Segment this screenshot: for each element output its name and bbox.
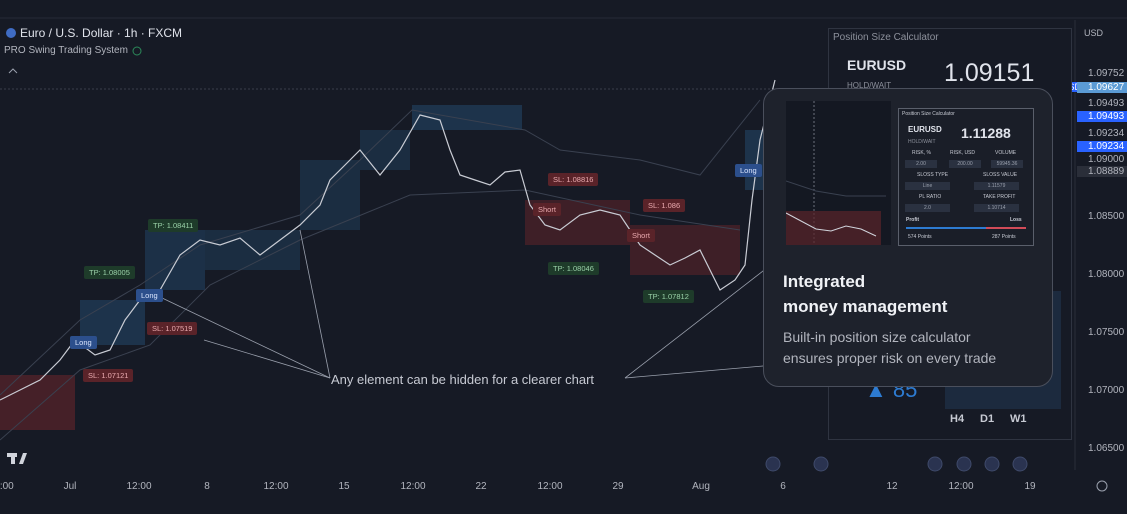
timeframe[interactable]: D1 bbox=[980, 413, 995, 425]
mini-value[interactable]: 200.00 bbox=[949, 160, 981, 168]
time-label: 2:00 bbox=[0, 481, 14, 492]
mini-symbol: EURUSD bbox=[908, 125, 942, 134]
callout-chart-thumb bbox=[786, 101, 891, 245]
callout-title: money management bbox=[783, 297, 948, 316]
price-label: 1.09493 bbox=[1088, 98, 1125, 109]
price-label: 1.07000 bbox=[1088, 385, 1125, 396]
price-label: 1.09234 bbox=[1077, 141, 1127, 152]
time-label: 19 bbox=[1024, 481, 1036, 492]
time-label: 22 bbox=[475, 481, 487, 492]
symbol-title: Euro / U.S. Dollar · 1h · FXCM bbox=[20, 26, 183, 40]
time-label: 15 bbox=[338, 481, 350, 492]
callout-body: Built-in position size calculator bbox=[783, 329, 971, 345]
mini-value[interactable]: 2.0 bbox=[905, 204, 950, 212]
calculator-symbol: EURUSD bbox=[847, 57, 907, 73]
signal-tag: SL: 1.07121 bbox=[83, 369, 134, 382]
price-label: 1.09493 bbox=[1077, 111, 1127, 122]
mini-profit: Profit bbox=[906, 217, 920, 223]
price-label: 1.09000 bbox=[1088, 154, 1125, 165]
timeframe[interactable]: W1 bbox=[1010, 413, 1027, 425]
time-label: 12:00 bbox=[948, 481, 974, 492]
mini-points: 287 Points bbox=[992, 234, 1016, 240]
calculator-status: HOLD/WAIT bbox=[847, 81, 892, 90]
time-label: 12:00 bbox=[400, 481, 426, 492]
time-label: 12 bbox=[886, 481, 898, 492]
price-label: 1.09234 bbox=[1088, 128, 1125, 139]
signal-tag: SL: 1.08816 bbox=[548, 173, 599, 186]
mini-header: SLOSS TYPE bbox=[917, 172, 949, 178]
price-label: 1.09752 bbox=[1088, 68, 1125, 79]
calculator-price: 1.09151 bbox=[944, 59, 1035, 87]
signal-tag: SL: 1.086 bbox=[643, 199, 686, 212]
mini-value[interactable]: 2.00 bbox=[905, 160, 937, 168]
mini-value[interactable]: 1.10714 bbox=[974, 204, 1019, 212]
time-label: Aug bbox=[692, 481, 710, 492]
signal-tag: TP: 1.08046 bbox=[548, 262, 599, 275]
mini-header: PL RATIO bbox=[919, 194, 942, 200]
price-label: 1.07500 bbox=[1088, 327, 1125, 338]
mini-calculator: Position Size Calculator EURUSD 1.11288 … bbox=[898, 108, 1034, 246]
currency[interactable]: USD bbox=[1084, 28, 1104, 38]
mini-value[interactable]: 1.11579 bbox=[974, 182, 1019, 190]
mini-title: Position Size Calculator bbox=[902, 111, 955, 117]
time-label: 12:00 bbox=[263, 481, 289, 492]
callout-body: ensures proper risk on every trade bbox=[783, 350, 997, 366]
callout: Position Size Calculator EURUSD 1.11288 … bbox=[763, 88, 1053, 387]
price-label: 1.08500 bbox=[1088, 211, 1125, 222]
time-label: 29 bbox=[612, 481, 624, 492]
mini-header: TAKE PROFIT bbox=[983, 194, 1016, 200]
time-label: 12:00 bbox=[537, 481, 563, 492]
mini-header: RISK, % bbox=[912, 150, 931, 156]
thumb-chart bbox=[786, 101, 886, 245]
price-label: 1.09627 bbox=[1077, 82, 1127, 93]
signal-tag: Long bbox=[70, 336, 97, 349]
mini-status: HOLD/WAIT bbox=[908, 139, 936, 145]
signal-tag: TP: 1.08411 bbox=[148, 219, 199, 232]
signal-tag: TP: 1.08005 bbox=[84, 266, 135, 279]
mini-header: SLOSS VALUE bbox=[983, 172, 1018, 178]
price-label: 1.08889 bbox=[1077, 166, 1127, 177]
time-label: 12:00 bbox=[126, 481, 152, 492]
loss-bar bbox=[986, 227, 1026, 229]
mini-header: RISK, USD bbox=[950, 150, 976, 156]
time-label: Jul bbox=[63, 481, 77, 492]
profit-bar bbox=[906, 227, 986, 229]
signal-tag: SL: 1.07519 bbox=[147, 322, 198, 335]
signal-tag: TP: 1.07812 bbox=[643, 290, 694, 303]
mini-points: 574 Points bbox=[908, 234, 932, 240]
mini-value[interactable]: 59945.36 bbox=[991, 160, 1023, 168]
time-label: 6 bbox=[780, 481, 786, 492]
mini-header: VOLUME bbox=[995, 150, 1017, 156]
signal-tag: Short bbox=[627, 229, 655, 242]
calculator-title: Position Size Calculator bbox=[833, 32, 939, 43]
time-label: 8 bbox=[204, 481, 210, 492]
timeframe[interactable]: H4 bbox=[950, 413, 965, 425]
callout-title: Integrated bbox=[783, 272, 866, 291]
signal-tag: Long bbox=[136, 289, 163, 302]
indicator-name[interactable]: PRO Swing Trading System bbox=[4, 45, 128, 56]
mini-loss: Loss bbox=[1010, 217, 1022, 223]
price-label: 1.06500 bbox=[1088, 443, 1125, 454]
mini-value[interactable]: Line bbox=[905, 182, 950, 190]
price-label: 1.08000 bbox=[1088, 269, 1125, 280]
signal-tag: Short bbox=[533, 203, 561, 216]
signal-tag: Long bbox=[735, 164, 762, 177]
annotation: Any element can be hidden for a clearer … bbox=[331, 372, 595, 387]
mini-price: 1.11288 bbox=[961, 125, 1011, 141]
